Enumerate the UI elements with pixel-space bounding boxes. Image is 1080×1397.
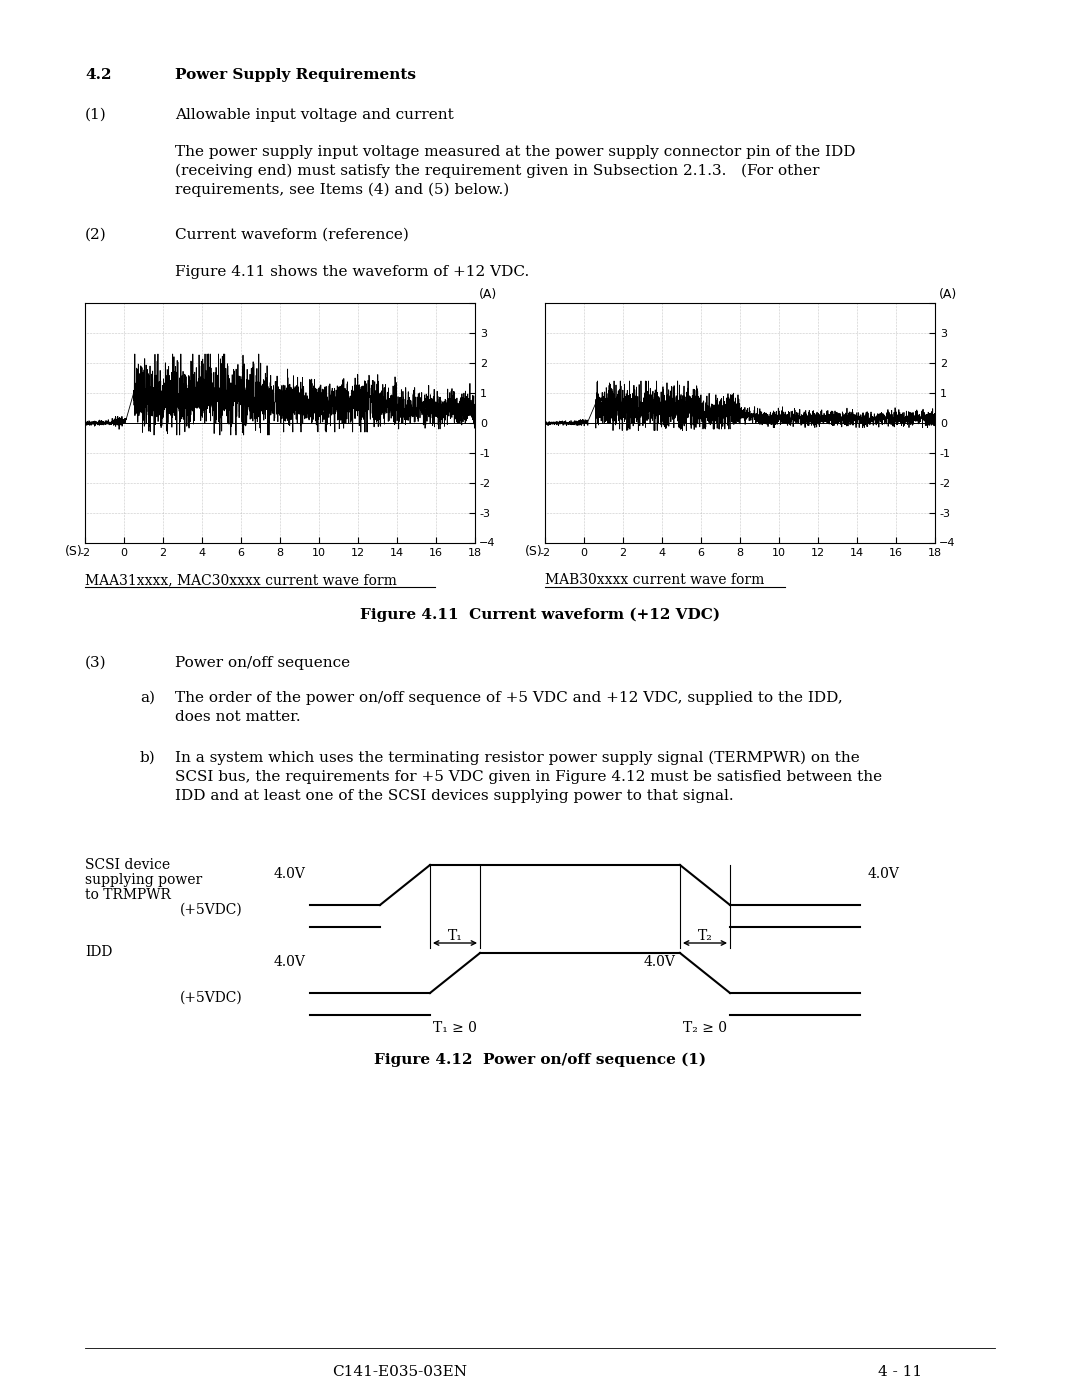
Text: Current waveform (reference): Current waveform (reference) [175,228,409,242]
Text: MAA31xxxx, MAC30xxxx current wave form: MAA31xxxx, MAC30xxxx current wave form [85,573,396,587]
Text: supplying power: supplying power [85,873,202,887]
Text: 4.2: 4.2 [85,68,111,82]
Text: T₂ ≥ 0: T₂ ≥ 0 [683,1021,727,1035]
Text: T₁ ≥ 0: T₁ ≥ 0 [433,1021,477,1035]
Text: C141-E035-03EN: C141-E035-03EN [333,1365,468,1379]
Text: (A): (A) [478,288,497,300]
Text: IDD: IDD [85,944,112,958]
Text: 4.0V: 4.0V [643,956,675,970]
Text: a): a) [140,692,156,705]
Text: (S): (S) [525,545,543,559]
Text: Figure 4.11 shows the waveform of +12 VDC.: Figure 4.11 shows the waveform of +12 VD… [175,265,529,279]
Text: (+5VDC): (+5VDC) [180,990,243,1004]
Text: 4.0V: 4.0V [868,868,900,882]
Text: does not matter.: does not matter. [175,710,300,724]
Text: requirements, see Items (4) and (5) below.): requirements, see Items (4) and (5) belo… [175,183,510,197]
Text: Figure 4.11  Current waveform (+12 VDC): Figure 4.11 Current waveform (+12 VDC) [360,608,720,623]
Text: to TRMPWR: to TRMPWR [85,888,171,902]
Text: Figure 4.12  Power on/off sequence (1): Figure 4.12 Power on/off sequence (1) [374,1053,706,1067]
Text: (S): (S) [65,545,83,559]
Text: 4.0V: 4.0V [273,956,305,970]
Text: 4.0V: 4.0V [273,868,305,882]
Text: (3): (3) [85,657,107,671]
Text: MAB30xxxx current wave form: MAB30xxxx current wave form [545,573,765,587]
Text: Allowable input voltage and current: Allowable input voltage and current [175,108,454,122]
Text: Power on/off sequence: Power on/off sequence [175,657,350,671]
Text: (A): (A) [939,288,957,300]
Text: T₁: T₁ [447,929,462,943]
Text: −4: −4 [478,538,496,548]
Text: (receiving end) must satisfy the requirement given in Subsection 2.1.3.   (For o: (receiving end) must satisfy the require… [175,163,820,179]
Text: The order of the power on/off sequence of +5 VDC and +12 VDC, supplied to the ID: The order of the power on/off sequence o… [175,692,842,705]
Text: (2): (2) [85,228,107,242]
Text: Power Supply Requirements: Power Supply Requirements [175,68,416,82]
Text: In a system which uses the terminating resistor power supply signal (TERMPWR) on: In a system which uses the terminating r… [175,752,860,766]
Text: The power supply input voltage measured at the power supply connector pin of the: The power supply input voltage measured … [175,145,855,159]
Text: SCSI device: SCSI device [85,858,171,872]
Text: b): b) [140,752,156,766]
Text: (+5VDC): (+5VDC) [180,902,243,916]
Text: IDD and at least one of the SCSI devices supplying power to that signal.: IDD and at least one of the SCSI devices… [175,789,733,803]
Text: −4: −4 [939,538,956,548]
Text: 4 - 11: 4 - 11 [878,1365,922,1379]
Text: SCSI bus, the requirements for +5 VDC given in Figure 4.12 must be satisfied bet: SCSI bus, the requirements for +5 VDC gi… [175,770,882,784]
Text: T₂: T₂ [698,929,713,943]
Text: (1): (1) [85,108,107,122]
